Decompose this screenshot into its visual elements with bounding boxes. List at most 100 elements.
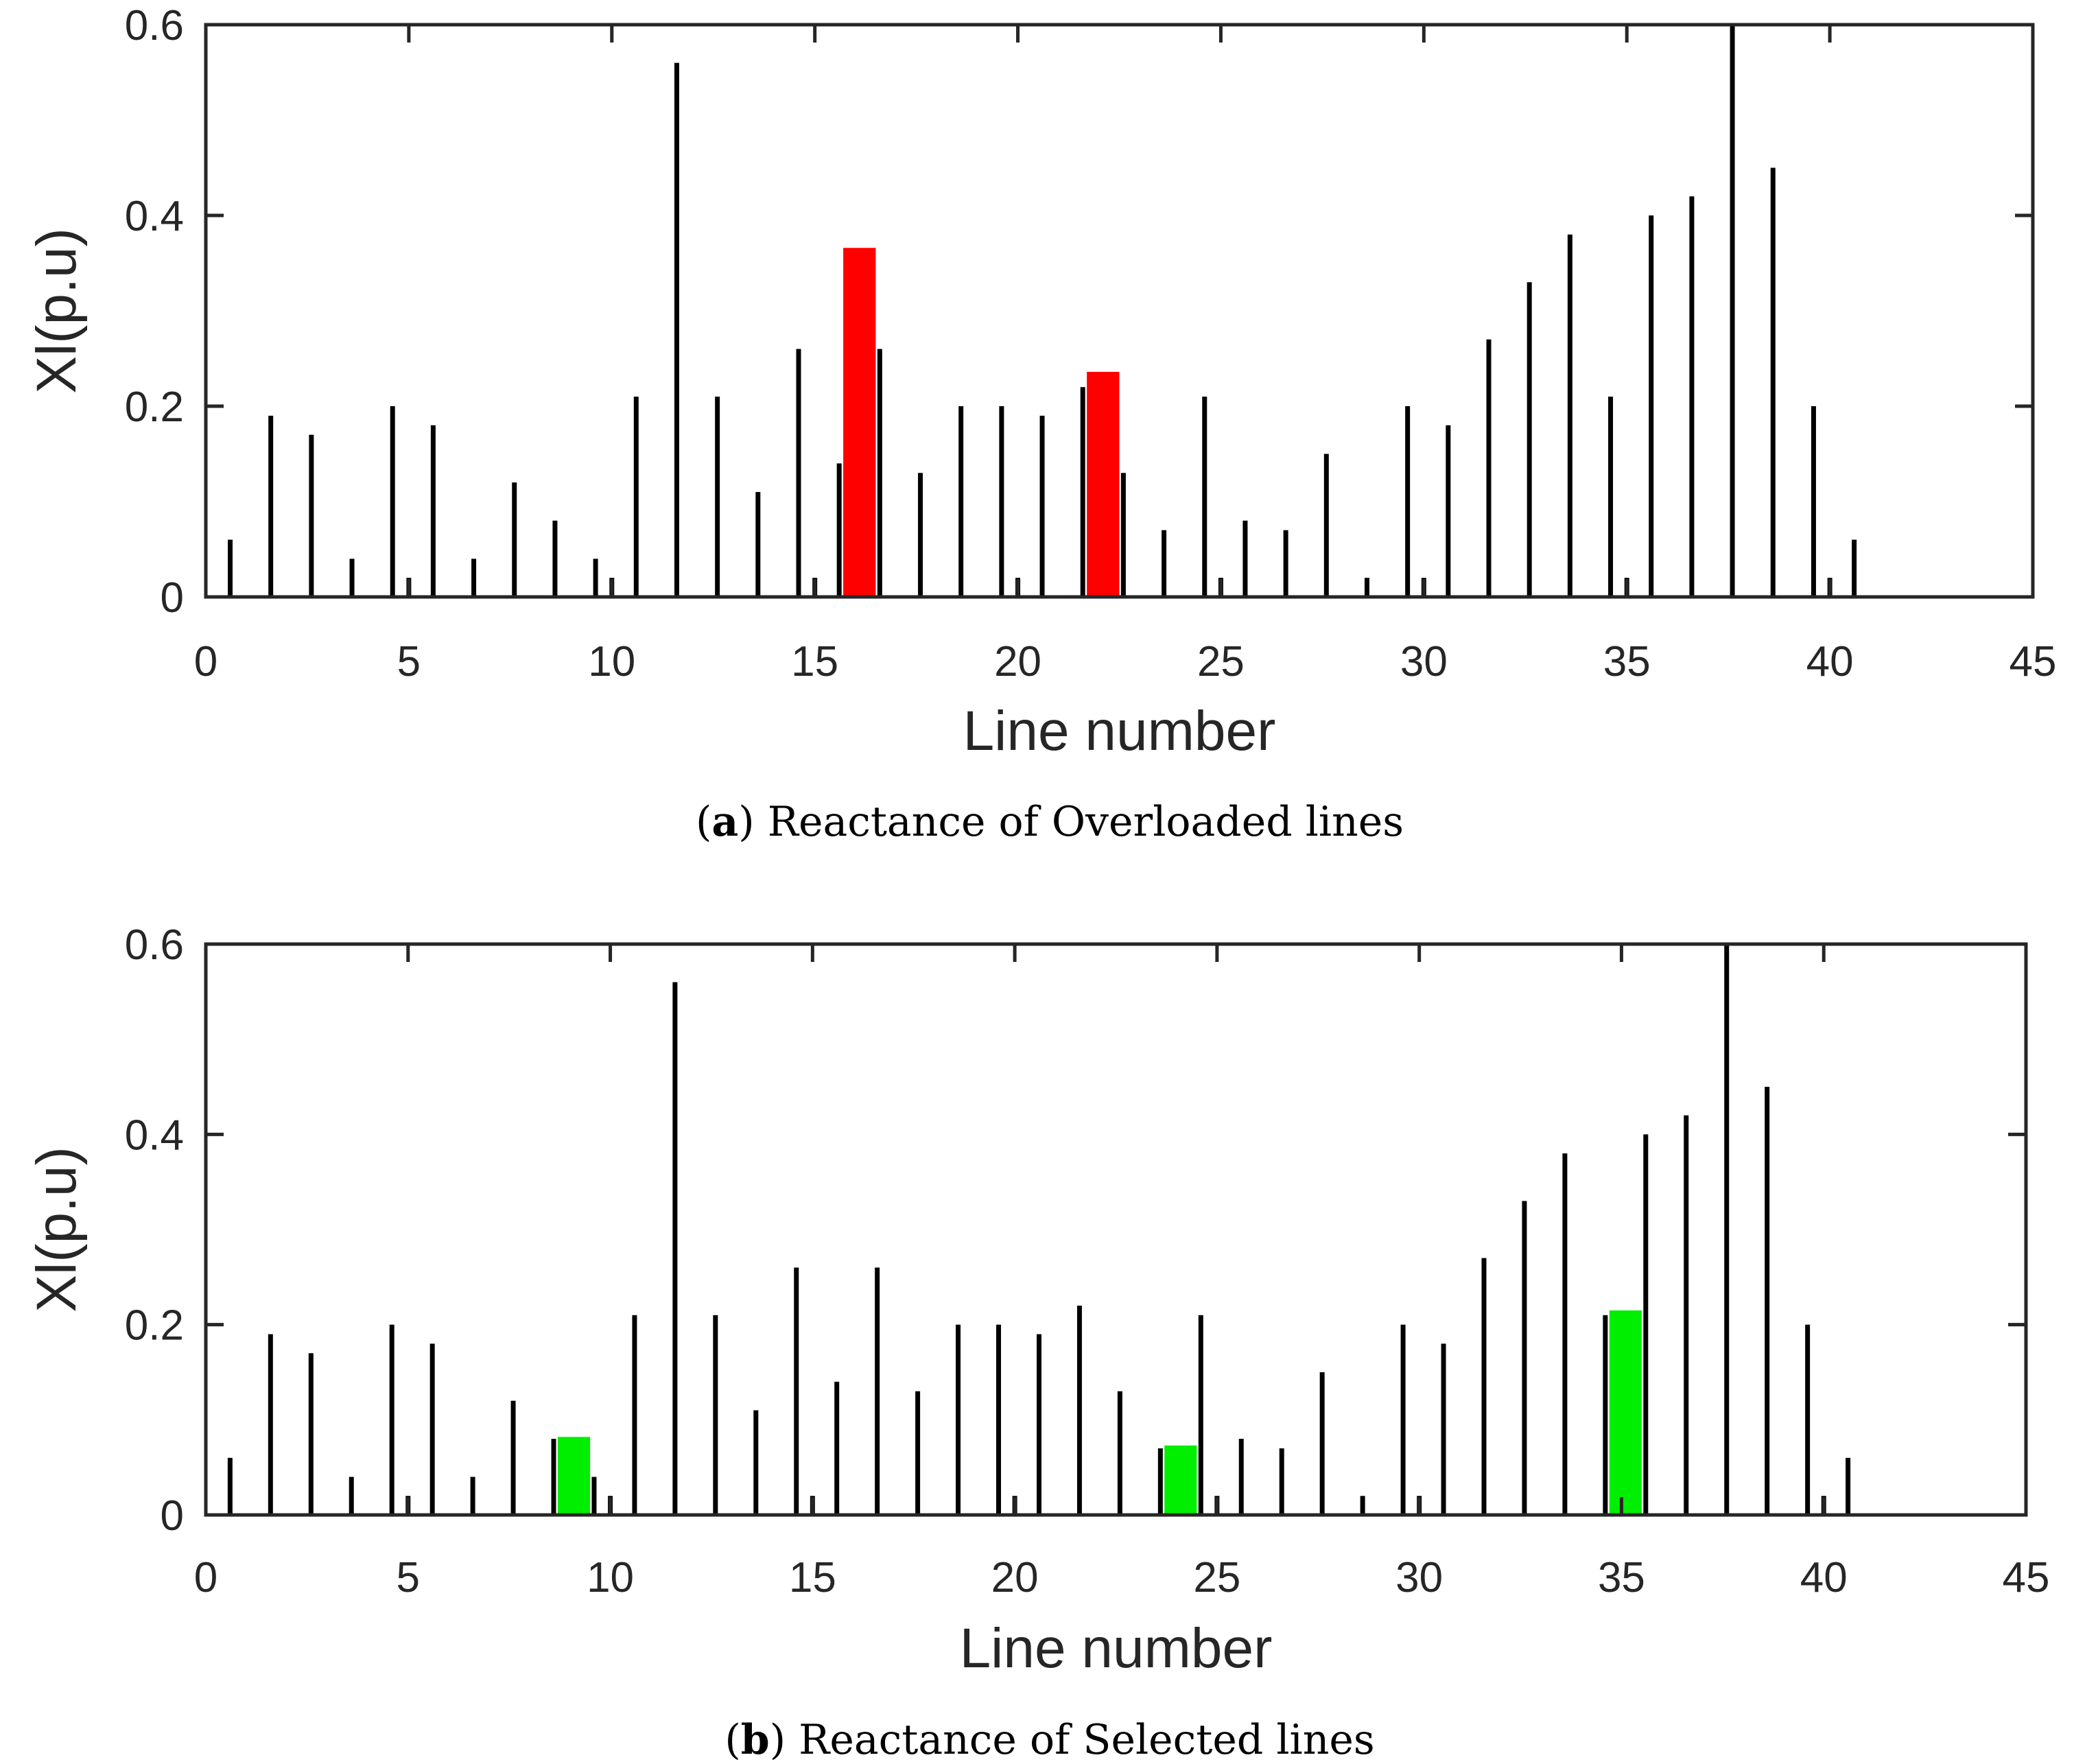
bar-line-16: [753, 1410, 759, 1515]
bar-line-40: [1567, 234, 1572, 597]
bar-line-22: [958, 406, 964, 597]
x-tick-label: 20: [994, 638, 1041, 685]
bar-line-26: [1076, 1305, 1082, 1515]
bar-line-4: [349, 1477, 354, 1515]
bar-line-47: [1811, 406, 1816, 597]
y-axis-label: Xl(p.u): [25, 1146, 88, 1313]
x-tick-label: 0: [194, 638, 217, 685]
axes-box: [204, 23, 2035, 599]
bar-line-45: [1730, 25, 1735, 597]
bar-line-31: [1242, 520, 1248, 597]
bar-line-27: [1117, 1391, 1122, 1515]
x-tick-label: 10: [588, 638, 635, 685]
bar-line-22: [956, 1324, 961, 1515]
bar-line-35: [1400, 1324, 1406, 1515]
chart-panel-a: 0 5 10 15 20 25 30 35 40 45 0 0.2 0.4 0.6 Line number X…: [25, 2, 2056, 846]
bar-line-11: [591, 1477, 597, 1515]
y-tick-label: 0.6: [125, 2, 184, 49]
bar-line-31: [1238, 1439, 1244, 1515]
caption-text: Reactance of Selected lines: [799, 1716, 1375, 1764]
x-axis-label: Line number: [963, 700, 1276, 762]
bar-line-34: [1364, 578, 1369, 597]
bar-line-5: [389, 1324, 394, 1515]
bar-line-7: [430, 425, 436, 597]
bar-line-17: [796, 349, 801, 597]
bar-line-17: [794, 1267, 799, 1515]
bar-line-3: [308, 1353, 314, 1515]
y-tick-label: 0.4: [125, 1112, 184, 1159]
caption-letter: b: [741, 1716, 770, 1764]
bar-line-28: [1162, 530, 1167, 597]
bar-line-21: [915, 1391, 921, 1515]
bar-line-1: [227, 1457, 233, 1515]
bar-line-16: [755, 492, 761, 597]
figure-caption: (b) Reactance of Selected lines: [724, 1716, 1374, 1764]
y-tick-label: 0: [161, 1492, 184, 1540]
bar-line-44: [1689, 196, 1695, 597]
x-tick-label: 35: [1603, 638, 1651, 685]
x-tick-label: 15: [789, 1554, 836, 1601]
bar-line-43: [1643, 1134, 1649, 1515]
bar-line-4: [349, 558, 355, 597]
highlight-bar-2: [1087, 371, 1120, 597]
bar-line-14: [674, 62, 679, 598]
bar-line-49: [1846, 1457, 1851, 1515]
x-axis-label: Line number: [960, 1617, 1273, 1680]
bar-line-45: [1724, 944, 1730, 1515]
bar-line-20: [875, 1267, 880, 1515]
bar-line-39: [1527, 282, 1532, 597]
bar-line-34: [1360, 1496, 1365, 1515]
bar-line-2: [268, 1334, 273, 1515]
x-tick-label: 35: [1598, 1554, 1645, 1601]
axes-box: [204, 942, 2028, 1517]
bar-line-35: [1405, 406, 1411, 597]
bar-line-32: [1283, 530, 1288, 597]
bar-line-7: [429, 1343, 435, 1515]
bar-line-23: [999, 406, 1004, 597]
bar-line-26: [1080, 387, 1085, 597]
bar-line-40: [1562, 1153, 1568, 1515]
caption-close-paren: ): [770, 1716, 799, 1764]
caption-open-paren: (: [696, 798, 711, 846]
bar-line-29: [1198, 1315, 1203, 1515]
bar-line-44: [1684, 1115, 1689, 1515]
x-tick-label: 45: [2010, 638, 2057, 685]
bar-line-19: [834, 1381, 840, 1515]
bar-line-1: [228, 539, 233, 597]
x-tick-label: 30: [1400, 638, 1448, 685]
bar-line-38: [1486, 339, 1492, 597]
bar-line-38: [1481, 1258, 1487, 1515]
caption-text: Reactance of Overloaded lines: [768, 798, 1404, 846]
bar-line-33: [1319, 1372, 1325, 1515]
bar-line-25: [1039, 415, 1045, 597]
bar-line-13: [633, 397, 639, 597]
x-tick-label: 5: [397, 638, 421, 685]
x-tick-label: 10: [587, 1554, 634, 1601]
bar-line-41: [1603, 1315, 1608, 1515]
bar-line-49: [1852, 539, 1857, 597]
x-tick-label: 30: [1395, 1554, 1443, 1601]
chart-panel-b: 0 5 10 15 20 25 30 35 40 45 0 0.2 0.4 0.6 Line number X…: [25, 921, 2049, 1764]
bar-line-15: [713, 1315, 718, 1515]
bar-line-46: [1765, 1087, 1770, 1515]
x-tick-label: 25: [1193, 1554, 1240, 1601]
bar-line-43: [1649, 215, 1654, 597]
bar-line-32: [1279, 1448, 1284, 1515]
figure-caption: (a) Reactance of Overloaded lines: [696, 798, 1404, 846]
bar-line-3: [309, 434, 314, 597]
bar-line-8: [470, 1477, 475, 1515]
bar-line-20: [877, 349, 882, 597]
highlight-bar-1: [843, 248, 876, 597]
bar-line-47: [1805, 1324, 1811, 1515]
bar-line-11: [593, 558, 598, 597]
x-tick-label: 15: [791, 638, 838, 685]
bar-line-33: [1323, 454, 1329, 597]
y-axis-label: Xl(p.u): [25, 228, 88, 394]
bar-line-41: [1608, 397, 1614, 597]
x-tick-label: 40: [1800, 1554, 1848, 1601]
bar-line-9: [510, 1400, 516, 1515]
caption-open-paren: (: [724, 1716, 740, 1764]
bar-line-2: [268, 415, 274, 597]
bar-line-37: [1446, 425, 1451, 597]
